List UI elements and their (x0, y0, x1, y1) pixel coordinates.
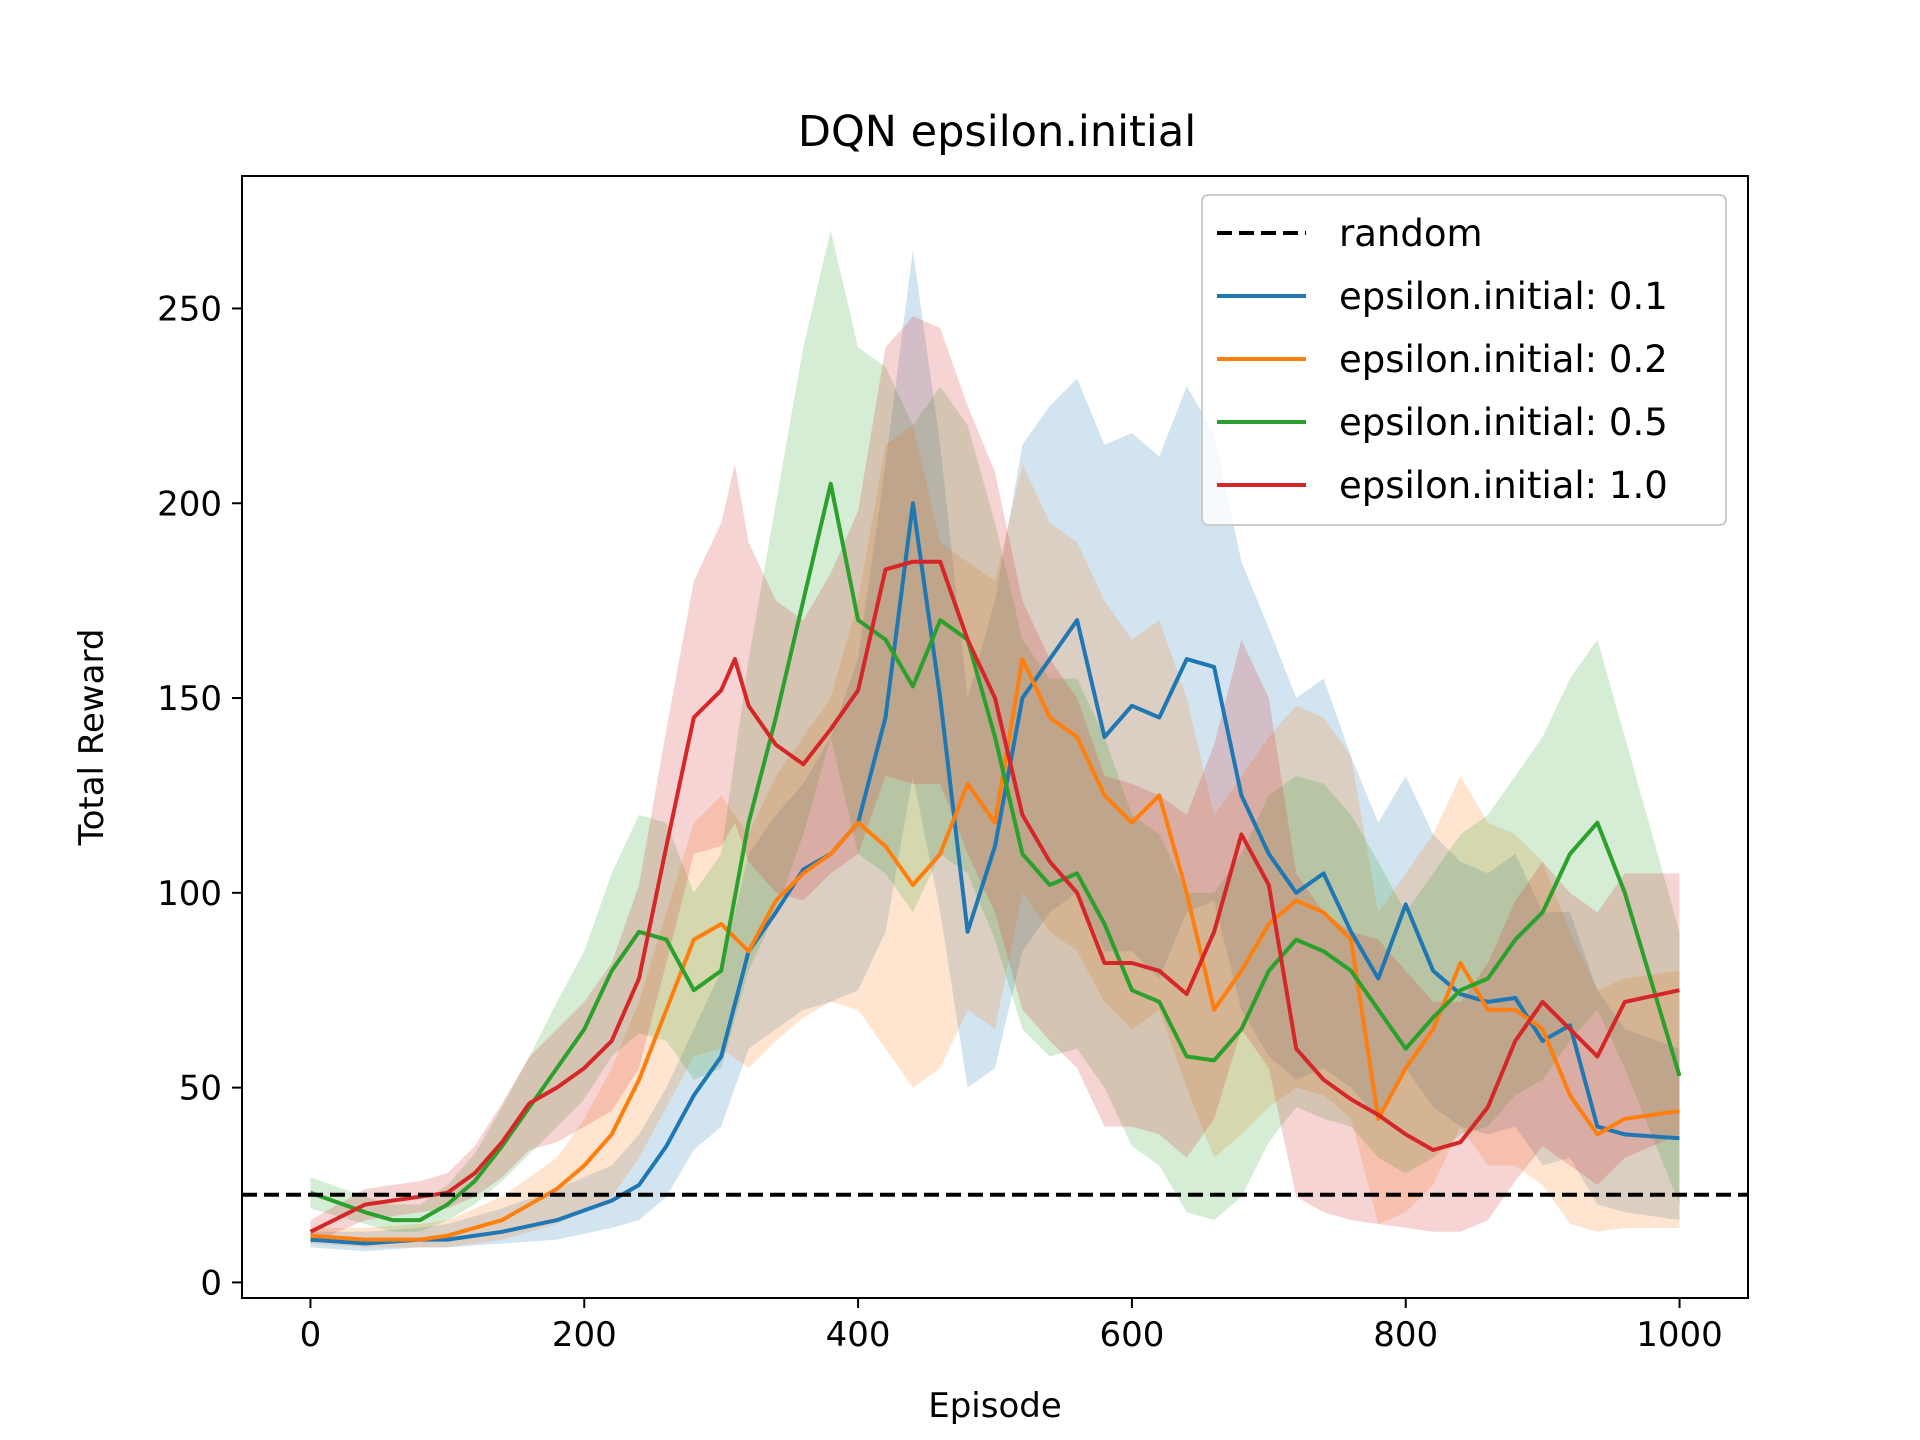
y-tick-label: 200 (157, 484, 222, 524)
legend-label-epsilon-initial-1-0: epsilon.initial: 1.0 (1339, 464, 1668, 507)
series-lines (309, 481, 1682, 1246)
y-tick-label: 150 (157, 679, 222, 719)
y-tick-label: 100 (157, 874, 222, 914)
x-tick-label: 1000 (1636, 1315, 1723, 1355)
y-axis-label: Total Reward (72, 629, 112, 847)
y-tick-label: 0 (200, 1263, 222, 1303)
chart-title: DQN epsilon.initial (798, 107, 1196, 157)
x-tick-label: 600 (1099, 1315, 1164, 1355)
band-epsilon-initial-0-1 (310, 250, 1680, 1252)
legend-box (1201, 194, 1727, 526)
y-tick-label: 250 (157, 289, 222, 329)
x-axis-ticks: 0 200 400 600 800 1000 (300, 1298, 1723, 1355)
x-tick-label: 0 (300, 1315, 322, 1355)
x-tick-label: 200 (552, 1315, 617, 1355)
series-line-epsilon-initial-0-5 (309, 481, 1682, 1223)
series-line-epsilon-initial-1-0 (309, 559, 1680, 1234)
legend-label-epsilon-initial-0-1: epsilon.initial: 0.1 (1339, 275, 1668, 318)
legend: random epsilon.initial: 0.1 epsilon.initia… (1201, 194, 1727, 526)
legend-label-epsilon-initial-0-5: epsilon.initial: 0.5 (1339, 401, 1668, 444)
band-epsilon-initial-1-0 (310, 316, 1680, 1244)
legend-label-random: random (1339, 212, 1483, 255)
y-axis-ticks: 0 50 100 150 200 250 (157, 289, 242, 1303)
plot-frame (241, 175, 1749, 1299)
y-tick-label: 50 (179, 1069, 222, 1109)
series-line-epsilon-initial-0-2 (310, 657, 1680, 1242)
x-tick-label: 400 (826, 1315, 891, 1355)
x-axis-label: Episode (928, 1386, 1062, 1426)
x-tick-label: 800 (1373, 1315, 1438, 1355)
legend-label-epsilon-initial-0-2: epsilon.initial: 0.2 (1339, 338, 1668, 381)
